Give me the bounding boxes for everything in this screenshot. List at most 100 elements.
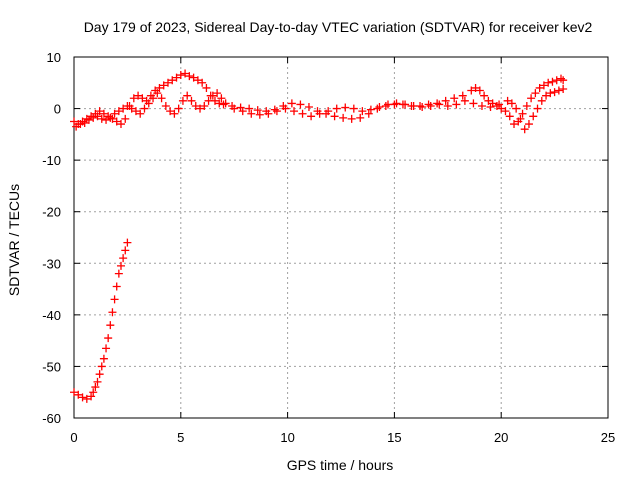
data-point — [236, 103, 245, 112]
data-point — [557, 74, 566, 83]
data-point — [74, 390, 83, 399]
y-tick-label: -40 — [42, 308, 61, 323]
data-point — [72, 122, 81, 131]
data-point — [116, 120, 125, 129]
data-point — [238, 107, 247, 116]
data-point — [155, 83, 164, 92]
y-tick-label: -60 — [42, 411, 61, 426]
data-point — [157, 94, 166, 103]
data-point — [93, 377, 102, 386]
data-point — [129, 94, 138, 103]
data-point — [418, 103, 427, 112]
data-point — [529, 112, 538, 121]
data-point — [264, 109, 273, 118]
data-point — [347, 114, 356, 123]
data-point — [435, 100, 444, 109]
data-point — [467, 86, 476, 95]
data-point — [102, 115, 111, 124]
data-point — [270, 105, 279, 114]
data-point — [373, 104, 382, 113]
data-point — [140, 104, 149, 113]
x-tick-label: 5 — [177, 430, 184, 445]
data-point — [290, 107, 299, 116]
data-point — [204, 96, 213, 105]
data-point — [91, 383, 100, 392]
data-point — [383, 100, 392, 109]
data-point — [114, 269, 123, 278]
plot-frame — [73, 56, 609, 419]
data-point — [170, 109, 179, 118]
data-point — [537, 96, 546, 105]
data-point — [339, 113, 348, 122]
tick-marks — [73, 56, 609, 419]
data-point — [134, 91, 143, 100]
data-point — [172, 73, 181, 82]
y-axis-label: SDTVAR / TECUs — [6, 184, 22, 296]
data-point — [121, 114, 130, 123]
data-point — [104, 334, 113, 343]
data-point — [189, 73, 198, 82]
data-point — [119, 254, 128, 263]
y-tick-labels: -60 -50 -40 -30 -20 -10 0 10 — [42, 50, 61, 426]
data-point — [535, 83, 544, 92]
data-point — [138, 94, 147, 103]
data-point — [349, 104, 358, 113]
data-point — [166, 107, 175, 116]
data-point — [507, 99, 516, 108]
data-point — [84, 115, 93, 124]
data-point — [99, 109, 108, 118]
data-point — [392, 99, 401, 108]
data-point — [163, 78, 172, 87]
data-point — [70, 388, 78, 397]
data-point — [484, 96, 493, 105]
y-tick-label: -50 — [42, 359, 61, 374]
chart-title: Day 179 of 2023, Sidereal Day-to-day VTE… — [84, 19, 593, 35]
data-point — [131, 107, 140, 116]
data-point — [304, 103, 313, 112]
y-tick-label: -20 — [42, 205, 61, 220]
data-point — [161, 101, 170, 110]
data-point — [358, 107, 367, 116]
data-point — [200, 101, 209, 110]
data-point — [375, 103, 384, 112]
data-points — [70, 69, 568, 403]
data-point — [512, 104, 521, 113]
x-tick-label: 25 — [601, 430, 615, 445]
data-point — [153, 89, 162, 98]
data-point — [332, 104, 341, 113]
data-point — [315, 109, 324, 118]
data-point — [114, 107, 123, 116]
data-point — [559, 84, 568, 93]
data-point — [366, 105, 375, 114]
data-point — [97, 362, 106, 371]
data-point — [510, 120, 519, 129]
data-point — [539, 81, 548, 90]
data-point — [89, 113, 98, 122]
data-point — [245, 104, 254, 113]
data-point — [296, 100, 305, 109]
x-tick-label: 0 — [70, 430, 77, 445]
data-point — [106, 113, 115, 122]
data-point — [116, 261, 125, 270]
data-point — [544, 78, 553, 87]
x-tick-label: 15 — [387, 430, 401, 445]
data-point — [324, 107, 333, 116]
data-point — [520, 125, 529, 134]
data-point — [247, 109, 256, 118]
data-point — [471, 83, 480, 92]
data-point — [531, 89, 540, 98]
data-point — [501, 107, 510, 116]
data-point — [99, 354, 108, 363]
data-point — [82, 394, 91, 403]
grid-lines — [74, 57, 608, 418]
data-point — [281, 104, 290, 113]
data-point — [121, 246, 130, 255]
data-point — [458, 91, 467, 100]
data-point — [550, 88, 559, 97]
data-point — [127, 104, 136, 113]
data-point — [123, 238, 132, 247]
data-point — [356, 113, 365, 122]
data-point — [503, 96, 512, 105]
data-point — [533, 104, 542, 113]
series-main-pass-b — [72, 84, 568, 134]
